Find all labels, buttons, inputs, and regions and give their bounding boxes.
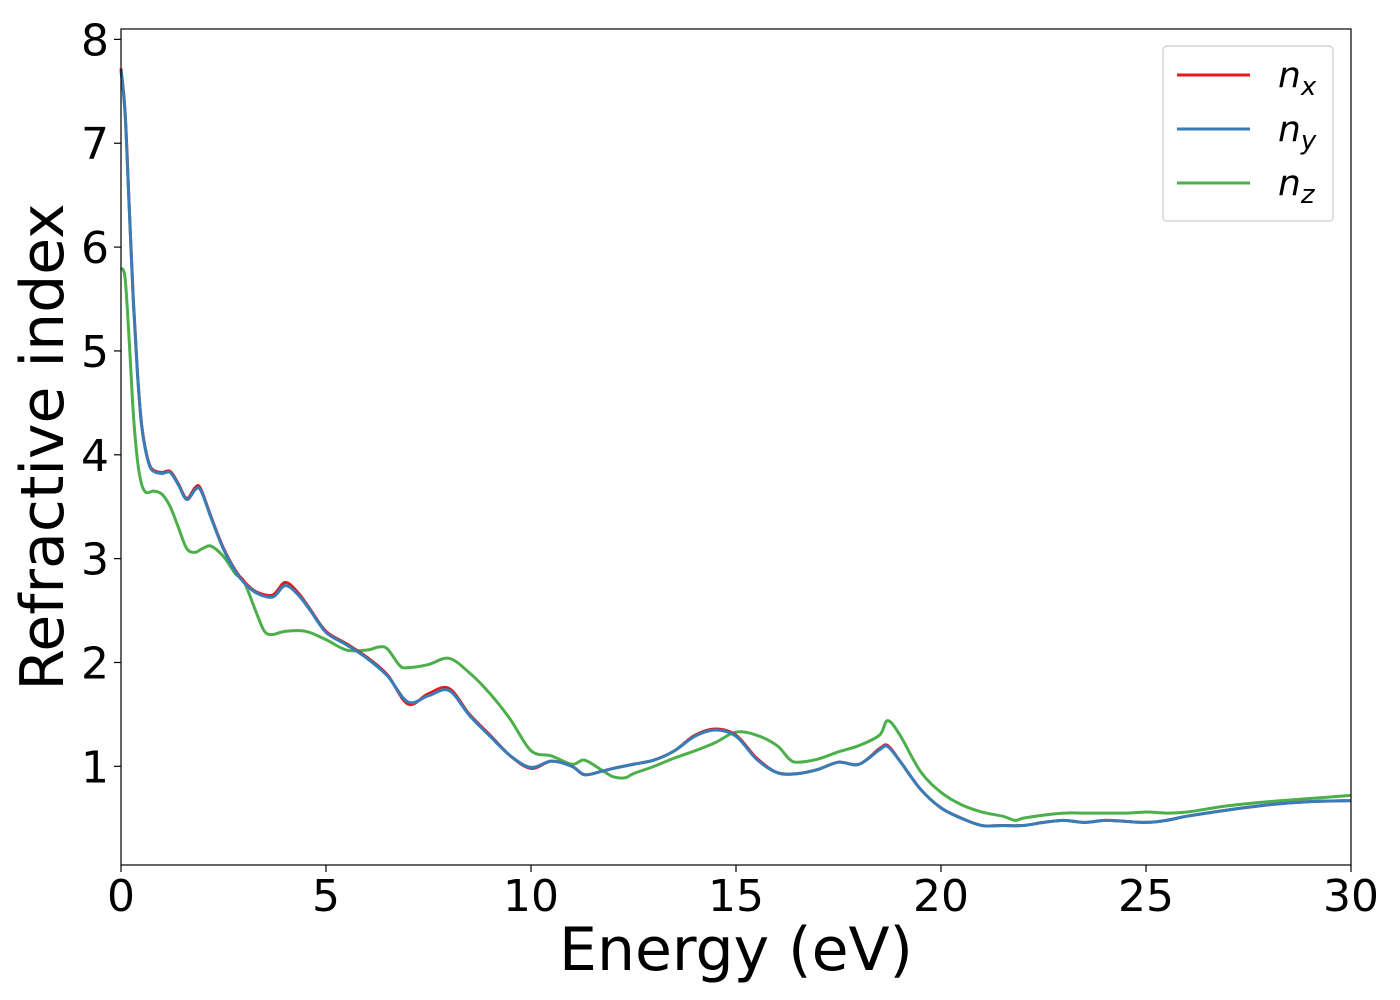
x-tick-label: 10 bbox=[503, 871, 559, 922]
x-tick-label: 15 bbox=[708, 871, 764, 922]
x-tick-label: 20 bbox=[913, 871, 969, 922]
legend-box bbox=[1162, 45, 1334, 222]
legend-label-subscript: y bbox=[1300, 126, 1317, 156]
y-tick-label: 8 bbox=[81, 15, 109, 66]
legend-label-nz: nz bbox=[1278, 163, 1316, 210]
y-tick-label: 5 bbox=[81, 327, 109, 378]
y-axis-title: Refractive index bbox=[8, 203, 78, 690]
series-layer bbox=[119, 68, 1352, 828]
y-tick-label: 6 bbox=[81, 223, 109, 274]
legend-label-main: n bbox=[1278, 55, 1301, 96]
y-tick-label: 7 bbox=[81, 119, 109, 170]
y-tick-label: 4 bbox=[81, 431, 109, 482]
y-tick-label: 2 bbox=[81, 638, 109, 689]
x-tick-label: 0 bbox=[107, 871, 135, 922]
x-tick-label: 25 bbox=[1118, 871, 1174, 922]
legend-label-ny: ny bbox=[1278, 109, 1317, 156]
y-tick-label: 1 bbox=[81, 742, 109, 793]
legend-label-subscript: z bbox=[1300, 180, 1316, 210]
legend-label-main: n bbox=[1278, 109, 1301, 150]
series-line-nz bbox=[119, 266, 1352, 822]
y-tick-label: 3 bbox=[81, 535, 109, 586]
legend-label-subscript: x bbox=[1300, 72, 1317, 102]
series-line-ny bbox=[119, 70, 1352, 828]
x-tick-label: 30 bbox=[1323, 871, 1379, 922]
x-axis-title: Energy (eV) bbox=[559, 915, 913, 985]
ticks-layer: 0 5 10 15 20 25 30 1 2 3 4 5 6 7 8 bbox=[81, 15, 1379, 922]
legend-label-main: n bbox=[1278, 163, 1301, 204]
x-tick-label: 5 bbox=[312, 871, 340, 922]
legend-label-nx: nx bbox=[1278, 55, 1317, 102]
